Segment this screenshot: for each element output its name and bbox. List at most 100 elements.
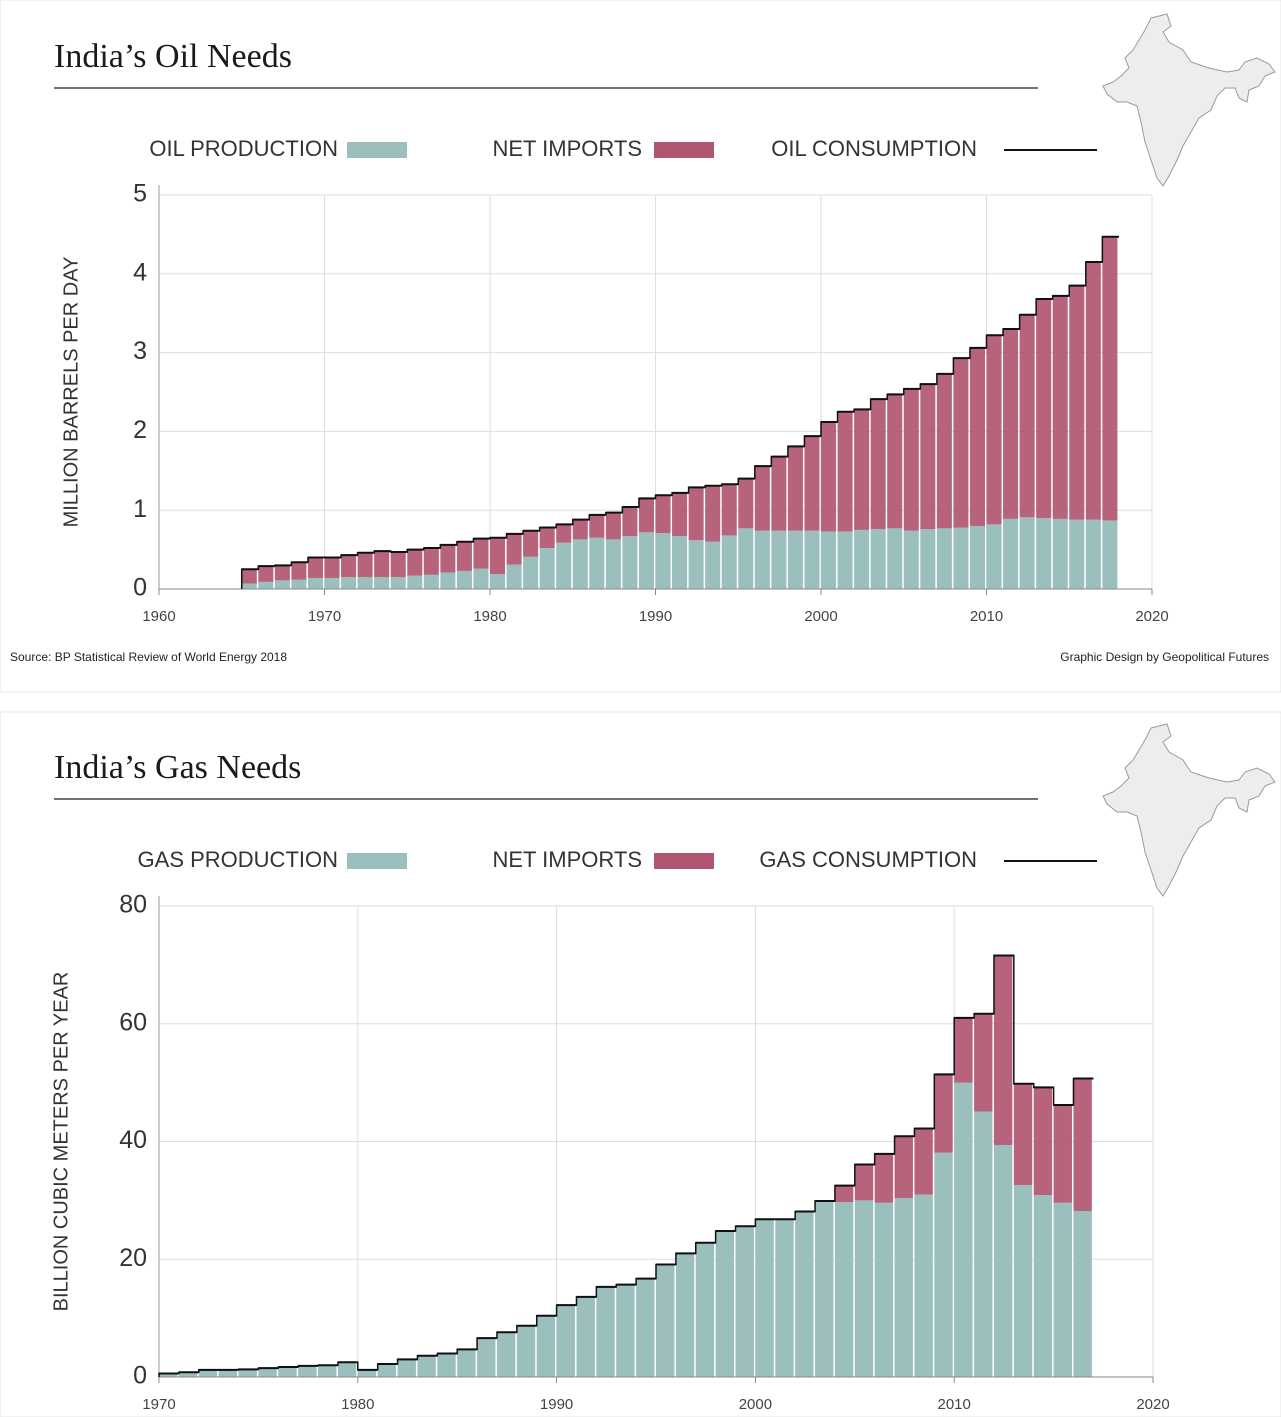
bar-segment xyxy=(318,1365,337,1377)
bar-segment xyxy=(589,537,605,589)
bar-segment xyxy=(903,388,919,531)
y-tick-label: 2 xyxy=(133,416,147,444)
bar-segment xyxy=(258,566,274,582)
bar-segment xyxy=(523,556,539,589)
bar-segment xyxy=(307,577,323,589)
bar-segment xyxy=(936,528,952,589)
bar-segment xyxy=(539,527,555,549)
bar-segment xyxy=(721,535,737,589)
bar-segment xyxy=(953,527,969,589)
bar-segment xyxy=(437,1353,456,1377)
bar-segment xyxy=(1102,236,1118,521)
bar-segment xyxy=(274,580,290,589)
credit-note: Graphic Design by Geopolitical Futures xyxy=(1060,650,1269,664)
bar-segment xyxy=(473,538,489,569)
bar-segment xyxy=(218,1369,238,1377)
bar-segment xyxy=(258,581,274,589)
source-note: Source: BP Statistical Review of World E… xyxy=(10,650,287,664)
bar-segment xyxy=(894,1198,913,1377)
bar-segment xyxy=(324,577,340,589)
x-tick-label: 2010 xyxy=(970,608,1003,625)
x-tick-label: 1980 xyxy=(341,1396,374,1413)
bar-segment xyxy=(638,532,654,589)
bar-segment xyxy=(374,577,390,589)
bar-segment xyxy=(1052,295,1068,519)
y-tick-label: 1 xyxy=(133,495,147,523)
x-tick-label: 1970 xyxy=(142,1396,175,1413)
bar-segment xyxy=(341,577,357,589)
x-tick-label: 2000 xyxy=(739,1396,772,1413)
bar-segment xyxy=(656,1264,675,1377)
bar-segment xyxy=(1019,314,1035,518)
bar-segment xyxy=(457,1349,476,1377)
y-axis-label: MILLION BARRELS PER DAY xyxy=(60,257,82,528)
bar-segment xyxy=(672,536,688,589)
bar-segment xyxy=(771,456,787,531)
y-tick-label: 3 xyxy=(133,337,147,365)
bar-segment xyxy=(804,530,820,589)
bar-segment xyxy=(705,485,721,542)
bar-segment xyxy=(787,446,803,531)
bar-segment xyxy=(490,537,506,575)
bar-segment xyxy=(974,1013,993,1112)
bar-segment xyxy=(1052,518,1068,589)
bar-segment xyxy=(616,1284,635,1377)
bar-segment xyxy=(936,373,952,529)
legend-label: OIL CONSUMPTION xyxy=(771,136,977,161)
legend-label: NET IMPORTS xyxy=(492,136,642,161)
bar-segment xyxy=(198,1369,218,1377)
bar-segment xyxy=(274,565,290,581)
bar-segment xyxy=(953,358,969,528)
bar-segment xyxy=(688,540,704,589)
bar-segment xyxy=(423,548,439,575)
bar-segment xyxy=(854,1164,874,1201)
bar-segment xyxy=(1069,519,1085,589)
bar-segment xyxy=(298,1365,317,1377)
bar-segment xyxy=(1073,1210,1092,1377)
bar-segment xyxy=(705,541,721,589)
y-tick-label: 60 xyxy=(119,1008,147,1036)
bar-segment xyxy=(986,524,1002,589)
bar-segment xyxy=(986,335,1002,525)
y-tick-label: 4 xyxy=(133,258,147,286)
bar-segment xyxy=(324,557,340,578)
bar-segment xyxy=(821,531,837,589)
legend-swatch xyxy=(347,853,407,869)
bar-segment xyxy=(622,507,638,537)
bar-segment xyxy=(655,495,671,534)
bar-segment xyxy=(854,409,870,530)
bar-segment xyxy=(506,564,522,589)
y-tick-label: 20 xyxy=(119,1244,147,1272)
bar-segment xyxy=(572,539,588,589)
bar-segment xyxy=(638,498,654,533)
bar-segment xyxy=(934,1074,953,1153)
bar-segment xyxy=(854,1200,874,1377)
bar-segment xyxy=(605,512,621,540)
bar-segment xyxy=(1036,299,1052,519)
bar-segment xyxy=(572,519,588,540)
bar-segment xyxy=(596,1286,615,1377)
bar-segment xyxy=(417,1355,436,1377)
bar-segment xyxy=(357,1369,377,1377)
bar-segment xyxy=(672,492,688,537)
bar-segment xyxy=(715,1230,735,1377)
bar-segment xyxy=(934,1152,953,1377)
bar-segment xyxy=(920,529,936,589)
bar-segment xyxy=(440,572,456,589)
bar-segment xyxy=(887,394,903,529)
bar-segment xyxy=(974,1111,993,1377)
bar-segment xyxy=(1085,261,1101,520)
bar-segment xyxy=(291,579,307,589)
bar-segment xyxy=(954,1017,973,1083)
step-connector xyxy=(241,236,1119,589)
bar-segment xyxy=(490,574,506,589)
bar-segment xyxy=(874,1153,894,1203)
bar-segment xyxy=(377,1364,397,1377)
bar-segment xyxy=(1073,1078,1092,1211)
bar-segment xyxy=(787,530,803,589)
y-tick-label: 80 xyxy=(119,891,147,919)
bar-segment xyxy=(159,1373,178,1377)
bar-segment xyxy=(771,530,787,589)
bar-segment xyxy=(456,541,472,571)
bar-segment xyxy=(775,1219,794,1377)
